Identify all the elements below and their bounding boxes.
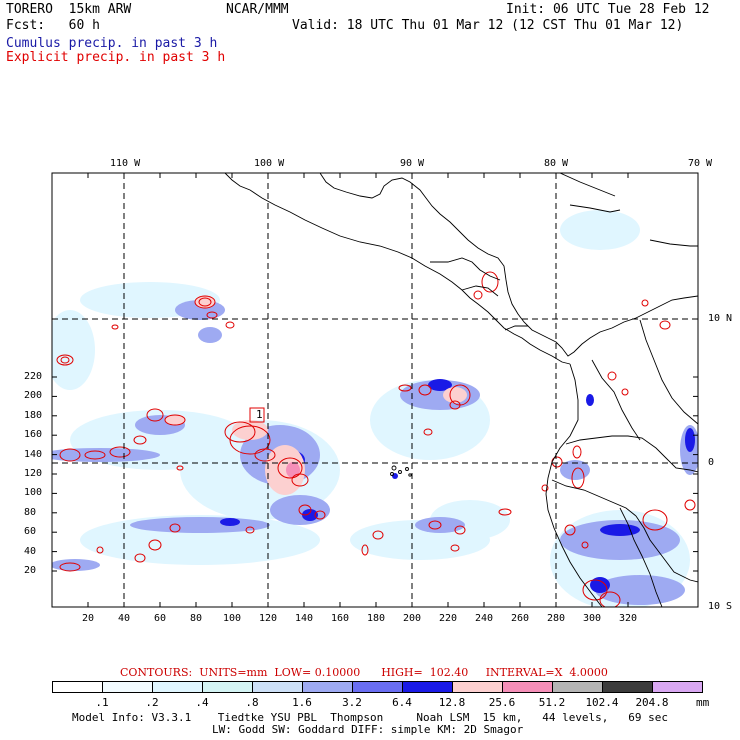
y-tick-label: 60 <box>24 526 37 538</box>
y-tick-label: 20 <box>24 565 37 576</box>
colorbar-label: .1 <box>95 696 109 709</box>
colorbar-label: .8 <box>245 696 259 709</box>
organization-label: NCAR/MMM <box>226 2 289 17</box>
y-tick-label: 140 <box>24 448 43 460</box>
x-tick-label: 240 <box>475 613 494 624</box>
x-tick-label: 280 <box>547 613 566 624</box>
colorbar-swatch <box>552 681 603 693</box>
contours-info: CONTOURS: UNITS=mm LOW= 0.10000 HIGH= 10… <box>120 666 608 679</box>
y-tick-label: 180 <box>24 409 43 421</box>
y-tick-label: 160 <box>24 429 43 441</box>
lon-label-70w: 70 W <box>688 158 713 169</box>
x-tick-label: 300 <box>583 613 602 624</box>
colorbar-swatch <box>252 681 303 693</box>
colorbar-label: 3.2 <box>342 696 362 709</box>
colorbar-swatch <box>602 681 653 693</box>
y-tick-label: 40 <box>24 545 37 557</box>
cumulus-field-label: Cumulus precip. in past 3 h <box>6 36 218 51</box>
forecast-hour: Fcst: 60 h <box>6 18 100 33</box>
colorbar-swatch <box>352 681 403 693</box>
colorbar-swatch <box>402 681 453 693</box>
init-time: Init: 06 UTC Tue 28 Feb 12 <box>506 2 710 17</box>
lat-label-0: 0 <box>708 457 715 468</box>
colorbar-swatch <box>102 681 153 693</box>
valid-time: Valid: 18 UTC Thu 01 Mar 12 (12 CST Thu … <box>292 18 684 33</box>
colorbar-label: .2 <box>145 696 159 709</box>
x-tick-label: 60 <box>154 613 167 624</box>
colorbar-swatch <box>302 681 353 693</box>
colorbar-label: 25.6 <box>488 696 516 709</box>
map-frame <box>51 172 699 608</box>
x-tick-label: 20 <box>82 613 95 624</box>
lon-label-90w: 90 W <box>400 158 425 169</box>
colorbar-label: .4 <box>195 696 209 709</box>
colorbar-label: 204.8 <box>635 696 669 709</box>
coastlines <box>224 173 698 607</box>
lon-label-110w: 110 W <box>110 158 141 169</box>
grid-cell-label: 1 <box>256 408 263 421</box>
explicit-field-label: Explicit precip. in past 3 h <box>6 50 226 65</box>
model-info-line1: Model Info: V3.3.1 Tiedtke YSU PBL Thomp… <box>72 711 669 724</box>
x-tick-label: 80 <box>190 613 203 624</box>
x-tick-label: 220 <box>439 613 458 624</box>
lon-label-80w: 80 W <box>544 158 569 169</box>
x-tick-label: 140 <box>295 613 314 624</box>
colorbar-swatch <box>202 681 253 693</box>
colorbar-swatch <box>152 681 203 693</box>
colorbar-units: mm <box>696 696 710 709</box>
lat-label-10s: 10 S <box>708 601 733 612</box>
colorbar-swatch <box>452 681 503 693</box>
colorbar-label: 1.6 <box>292 696 312 709</box>
x-tick-label: 120 <box>259 613 278 624</box>
x-tick-label: 200 <box>403 613 422 624</box>
x-tick-label: 320 <box>619 613 638 624</box>
precipitation-shading <box>52 210 698 607</box>
lat-lon-grid <box>52 173 698 607</box>
model-info-line2: LW: Godd SW: Goddard DIFF: simple KM: 2D… <box>212 723 524 736</box>
explicit-precip-contours <box>56 271 696 607</box>
lon-label-100w: 100 W <box>254 158 285 169</box>
x-tick-label: 260 <box>511 613 530 624</box>
colorbar-label: 12.8 <box>438 696 466 709</box>
x-tick-label: 180 <box>367 613 386 624</box>
y-tick-label: 120 <box>24 468 43 479</box>
x-tick-label: 100 <box>223 613 242 624</box>
y-tick-label: 200 <box>24 390 43 402</box>
x-tick-label: 160 <box>331 613 350 624</box>
colorbar-swatch <box>652 681 703 693</box>
axis-ticks <box>52 173 698 607</box>
colorbar-label: 51.2 <box>538 696 566 709</box>
colorbar-label: 102.4 <box>585 696 619 709</box>
y-tick-label: 80 <box>24 506 37 518</box>
colorbar-swatch <box>502 681 553 693</box>
lat-label-10n: 10 N <box>708 313 733 324</box>
y-tick-label: 100 <box>24 487 43 499</box>
x-tick-label: 40 <box>118 613 131 624</box>
y-tick-label: 220 <box>24 371 43 382</box>
colorbar-swatch <box>52 681 103 693</box>
colorbar-label: 6.4 <box>392 696 412 709</box>
model-title: TORERO 15km ARW <box>6 2 132 17</box>
